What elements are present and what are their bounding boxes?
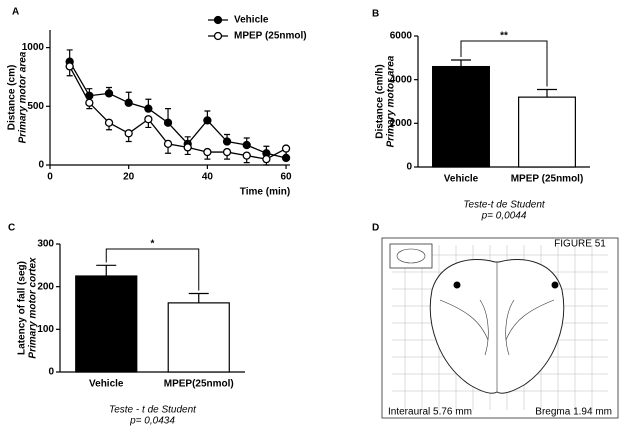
legend-label: MPEP (25nmol): [234, 31, 307, 42]
y-tick-label: 4000: [390, 74, 413, 85]
y-tick-label: 1000: [22, 42, 45, 53]
y-axis-sublabel: Primary motor area: [18, 51, 29, 143]
x-tick-label: 0: [47, 172, 53, 183]
atlas-structures: [439, 262, 555, 392]
atlas-inset: [389, 243, 433, 269]
x-axis-label: Time (min): [240, 187, 290, 198]
data-point: [281, 144, 291, 153]
legend-label: Vehicle: [234, 15, 269, 26]
data-point: [222, 147, 232, 157]
data-point: [124, 129, 133, 138]
injection-site: [453, 281, 461, 289]
x-tick-label: Vehicle: [89, 379, 124, 390]
significance-label: **: [500, 31, 508, 42]
data-point: [163, 118, 173, 127]
data-point: [163, 139, 173, 149]
data-point: [222, 137, 232, 146]
error-bar: [537, 88, 557, 98]
series-line: [69, 66, 287, 160]
x-tick-label: 40: [202, 172, 214, 183]
stats-note: p= 0,0434: [129, 416, 175, 427]
data-point: [104, 118, 114, 127]
x-tick-label: Vehicle: [444, 174, 479, 185]
error-bar: [188, 292, 209, 303]
bar: [167, 302, 230, 373]
stats-note: Teste-t de Student: [463, 200, 546, 211]
y-tick-label: 2000: [390, 118, 413, 129]
panel-label: B: [372, 9, 379, 20]
significance-bracket: [460, 40, 548, 87]
y-tick-label: 0: [38, 160, 44, 171]
data-point: [104, 89, 114, 98]
data-point: [242, 151, 251, 160]
data-point: [85, 98, 94, 107]
bar: [432, 65, 490, 168]
data-point: [65, 62, 74, 71]
y-axis-label: Latency of fall (seg): [17, 261, 28, 355]
data-point: [262, 154, 271, 164]
bar: [518, 96, 576, 168]
atlas-label: Interaural 5.76 mm: [388, 407, 472, 418]
y-axis-label: Distance (cm/h): [375, 64, 386, 138]
bar: [75, 275, 138, 373]
atlas-drawing: [381, 237, 619, 419]
y-axis-sublabel: Primary motor area: [386, 55, 397, 147]
panel-label: D: [372, 223, 379, 234]
y-tick-label: 6000: [390, 31, 413, 42]
x-tick-label: MPEP(25nmol): [164, 379, 234, 390]
atlas-inset-brain: [396, 248, 426, 264]
series-line: [69, 61, 287, 159]
atlas-label: Bregma 1.94 mm: [535, 407, 612, 418]
y-tick-label: 0: [406, 162, 412, 173]
y-axis-sublabel: Primary motor cortex: [28, 257, 39, 359]
error-bar: [451, 59, 471, 67]
data-point: [124, 98, 133, 107]
significance-label: *: [151, 239, 155, 250]
data-point: [144, 104, 153, 113]
data-point: [242, 140, 251, 150]
y-axis-label: Distance (cm): [7, 65, 18, 131]
data-point: [203, 116, 212, 125]
x-tick-label: 60: [281, 172, 293, 183]
x-tick-label: 20: [123, 172, 135, 183]
significance-bracket: [105, 248, 200, 291]
injection-site: [551, 281, 559, 289]
atlas-label: FIGURE 51: [554, 239, 606, 250]
y-tick-label: 200: [37, 281, 54, 292]
x-tick-label: MPEP (25nmol): [511, 174, 584, 185]
y-tick-label: 300: [37, 239, 54, 250]
error-bar: [96, 264, 117, 276]
panel-label: A: [12, 7, 19, 18]
data-point: [144, 115, 153, 124]
data-point: [183, 143, 192, 152]
stats-note: Teste - t de Student: [109, 405, 197, 416]
legend-marker: [213, 15, 223, 25]
legend-marker: [213, 31, 223, 41]
y-tick-label: 100: [37, 324, 54, 335]
panel-label: C: [8, 223, 15, 234]
y-tick-label: 0: [48, 367, 54, 378]
data-point: [203, 147, 212, 157]
y-tick-label: 500: [27, 101, 44, 112]
stats-note: p= 0,0044: [481, 211, 527, 222]
